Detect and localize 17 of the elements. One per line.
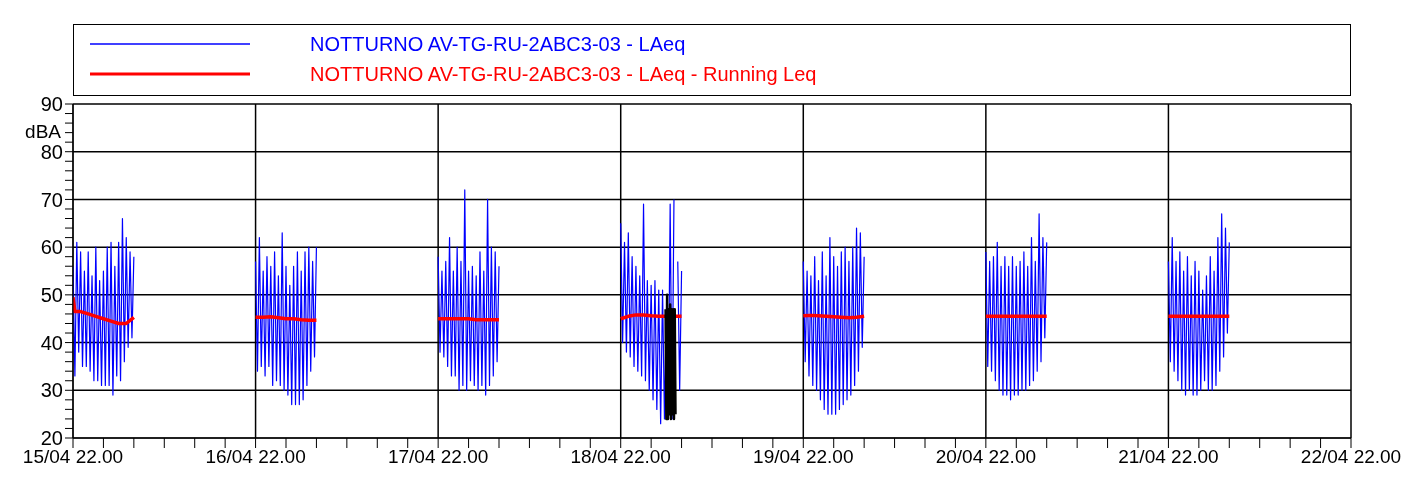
- y-axis-title: dBA: [25, 121, 62, 142]
- x-tick-label: 18/04 22.00: [570, 446, 671, 468]
- y-tick-label: 40: [40, 331, 63, 354]
- y-tick-label: 30: [40, 379, 63, 402]
- y-tick-label: 80: [40, 140, 63, 163]
- y-tick-label: 70: [40, 188, 63, 211]
- text: NOTTURNO AV-TG-RU-2ABC3-03 - LAeq - Running Leq: [310, 62, 817, 86]
- y-tick-label: 90: [40, 93, 63, 116]
- x-tick-label: 22/04 22.00: [1300, 446, 1402, 468]
- x-tick-label: 20/04 22.00: [935, 446, 1037, 468]
- y-tick-label: 60: [40, 236, 63, 259]
- x-tick-label: 16/04 22.00: [205, 446, 306, 468]
- y-tick-label: 50: [40, 283, 63, 306]
- x-tick-label: 21/04 22.00: [1118, 446, 1219, 468]
- x-tick-label: 17/04 22.00: [387, 446, 489, 468]
- text: NOTTURNO AV-TG-RU-2ABC3-03 - LAeq: [310, 32, 686, 56]
- x-tick-label: 19/04 22.00: [753, 446, 854, 468]
